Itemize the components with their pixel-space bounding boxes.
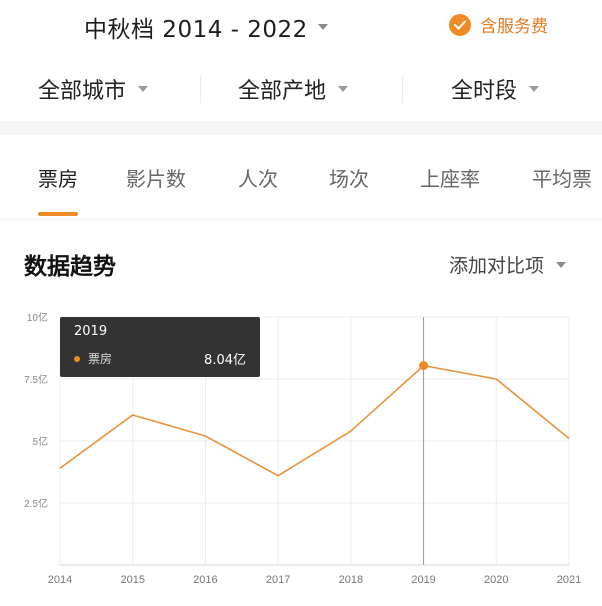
- chevron-down-icon: [556, 261, 567, 268]
- x-tick-label: 2021: [557, 574, 581, 586]
- active-tab-indicator: [38, 212, 78, 216]
- tab-film-count[interactable]: 影片数: [126, 167, 186, 191]
- chevron-down-icon: [317, 24, 328, 30]
- x-tick-label: 2015: [120, 574, 144, 586]
- x-tick-label: 2014: [48, 574, 72, 586]
- filter-bar: 全部城市 全部产地 全时段: [0, 55, 602, 121]
- section-title: 数据趋势: [24, 254, 116, 280]
- tab-box-office[interactable]: 票房: [38, 167, 78, 191]
- filter-time[interactable]: 全时段: [451, 73, 540, 105]
- chevron-down-icon: [338, 86, 349, 92]
- x-tick-label: 2020: [484, 574, 508, 586]
- header: 中秋档 2014 - 2022 含服务费: [0, 0, 602, 52]
- x-tick-label: 2017: [266, 574, 290, 586]
- y-tick-label: 10亿: [27, 311, 48, 324]
- add-comparison-label: 添加对比项: [449, 255, 545, 277]
- divider: [0, 219, 602, 220]
- series-dot-icon: [74, 355, 80, 362]
- service-fee-toggle[interactable]: 含服务费: [449, 12, 548, 37]
- tooltip-year: 2019: [74, 324, 108, 339]
- tab-average-price[interactable]: 平均票: [532, 167, 592, 191]
- x-tick-label: 2016: [193, 574, 217, 586]
- page-title: 中秋档 2014 - 2022: [84, 17, 308, 43]
- filter-city-label: 全部城市: [38, 79, 127, 104]
- check-icon: [449, 13, 471, 36]
- x-tick-label: 2018: [339, 574, 363, 586]
- y-tick-label: 7.5亿: [24, 373, 48, 386]
- tab-occupancy[interactable]: 上座率: [420, 167, 480, 191]
- filter-city[interactable]: 全部城市: [38, 73, 149, 105]
- chevron-down-icon: [529, 86, 540, 92]
- y-tick-label: 5亿: [32, 435, 48, 448]
- filter-origin-label: 全部产地: [238, 79, 327, 104]
- filter-time-label: 全时段: [451, 79, 518, 104]
- period-selector[interactable]: 中秋档 2014 - 2022: [84, 10, 328, 44]
- highlight-point: [419, 361, 429, 371]
- filter-origin[interactable]: 全部产地: [238, 73, 349, 105]
- tooltip-series: 票房: [74, 350, 112, 367]
- tab-screenings[interactable]: 场次: [329, 167, 369, 191]
- divider: [200, 75, 201, 103]
- trend-chart: 10亿 7.5亿 5亿 2.5亿 2014 2015 2016 2017 2018 2019 202…: [24, 311, 581, 586]
- y-tick-label: 2.5亿: [24, 497, 48, 510]
- tooltip-value: 8.04亿: [204, 353, 246, 368]
- metric-tabs: 票房 影片数 人次 场次 上座率 平均票: [0, 135, 602, 220]
- divider: [402, 75, 403, 103]
- chevron-down-icon: [138, 86, 149, 92]
- section-gap: [0, 121, 602, 135]
- tooltip-row: 票房 8.04亿: [74, 349, 246, 368]
- series-line-box-office: [59, 364, 570, 477]
- add-comparison-button[interactable]: 添加对比项: [449, 251, 567, 278]
- x-tick-label: 2019: [411, 574, 435, 586]
- service-fee-label: 含服务费: [480, 17, 548, 37]
- chart-tooltip: 2019 票房 8.04亿: [60, 317, 260, 377]
- tooltip-series-label: 票房: [88, 352, 113, 366]
- tab-attendance[interactable]: 人次: [238, 167, 278, 191]
